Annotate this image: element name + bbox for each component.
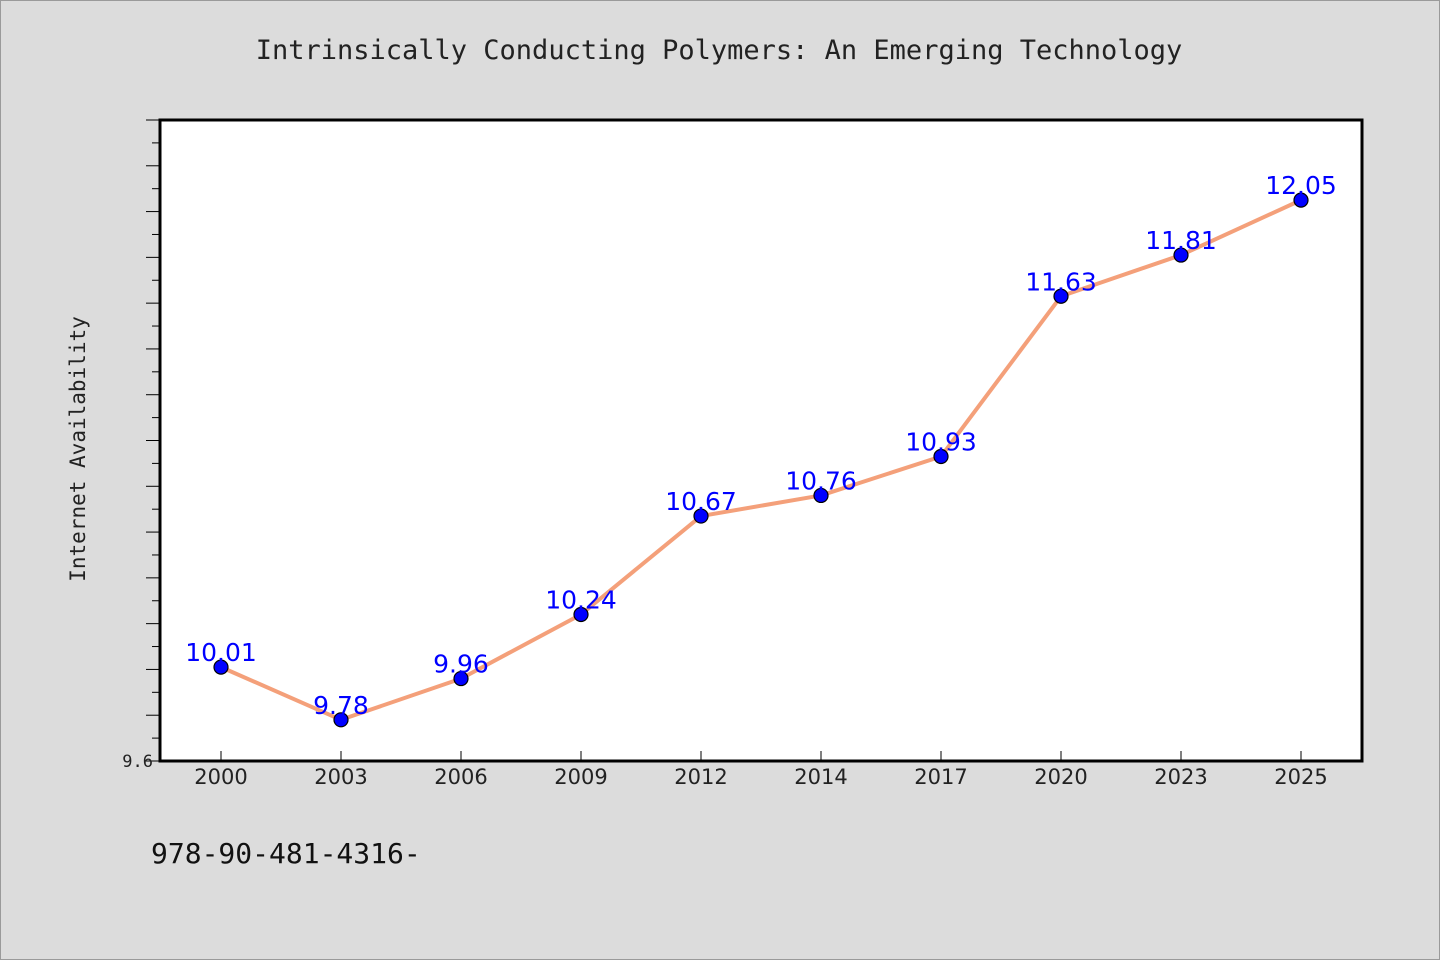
data-point — [693, 508, 709, 524]
x-tick-label: 2009 — [554, 765, 607, 789]
x-tick-label: 2012 — [674, 765, 727, 789]
data-point — [453, 670, 469, 687]
x-tick-label: 2023 — [1154, 765, 1207, 789]
data-markers — [213, 192, 1309, 728]
data-label: 9.78 — [313, 691, 369, 720]
footer-code: 978-90-481-4316- — [151, 837, 421, 870]
data-point — [213, 659, 229, 675]
y-tick-label: 9.6 — [122, 752, 153, 772]
data-point — [813, 487, 829, 504]
x-tick-label: 2000 — [194, 765, 247, 789]
y-axis-ticks: 9.6 — [122, 119, 160, 772]
data-labels: 10.01 9.78 9.96 10.24 10.67 10.76 10.93 11.63 11… — [185, 171, 1337, 720]
x-tick-label: 2014 — [794, 765, 847, 789]
data-point — [1173, 247, 1189, 263]
data-label: 11.81 — [1145, 226, 1217, 255]
data-label: 12.05 — [1265, 171, 1337, 200]
data-label: 10.76 — [785, 466, 857, 495]
series-line-group — [219, 198, 1303, 722]
data-point — [333, 712, 349, 728]
data-label: 10.67 — [665, 487, 737, 516]
data-label: 10.93 — [905, 428, 977, 457]
data-point — [1053, 288, 1069, 304]
data-point — [933, 448, 949, 465]
data-label: 10.01 — [185, 638, 257, 667]
chart-title: Intrinsically Conducting Polymers: An Em… — [255, 35, 1183, 66]
x-tick-label: 2020 — [1034, 765, 1087, 789]
data-point — [573, 606, 589, 623]
x-tick-label: 2003 — [314, 765, 367, 789]
series-line — [219, 198, 1303, 722]
x-tick-label: 2025 — [1274, 765, 1327, 789]
data-label: 9.96 — [433, 650, 489, 679]
data-label: 11.63 — [1025, 267, 1097, 296]
x-tick-label: 2017 — [914, 765, 967, 789]
data-label: 10.24 — [545, 585, 617, 614]
x-axis-ticks: 2000 2003 2006 2009 2012 2014 2017 2020 2023 2025 — [194, 751, 1328, 789]
x-tick-label: 2006 — [434, 765, 487, 789]
data-point — [1293, 192, 1309, 208]
plot-area — [158, 118, 1364, 763]
